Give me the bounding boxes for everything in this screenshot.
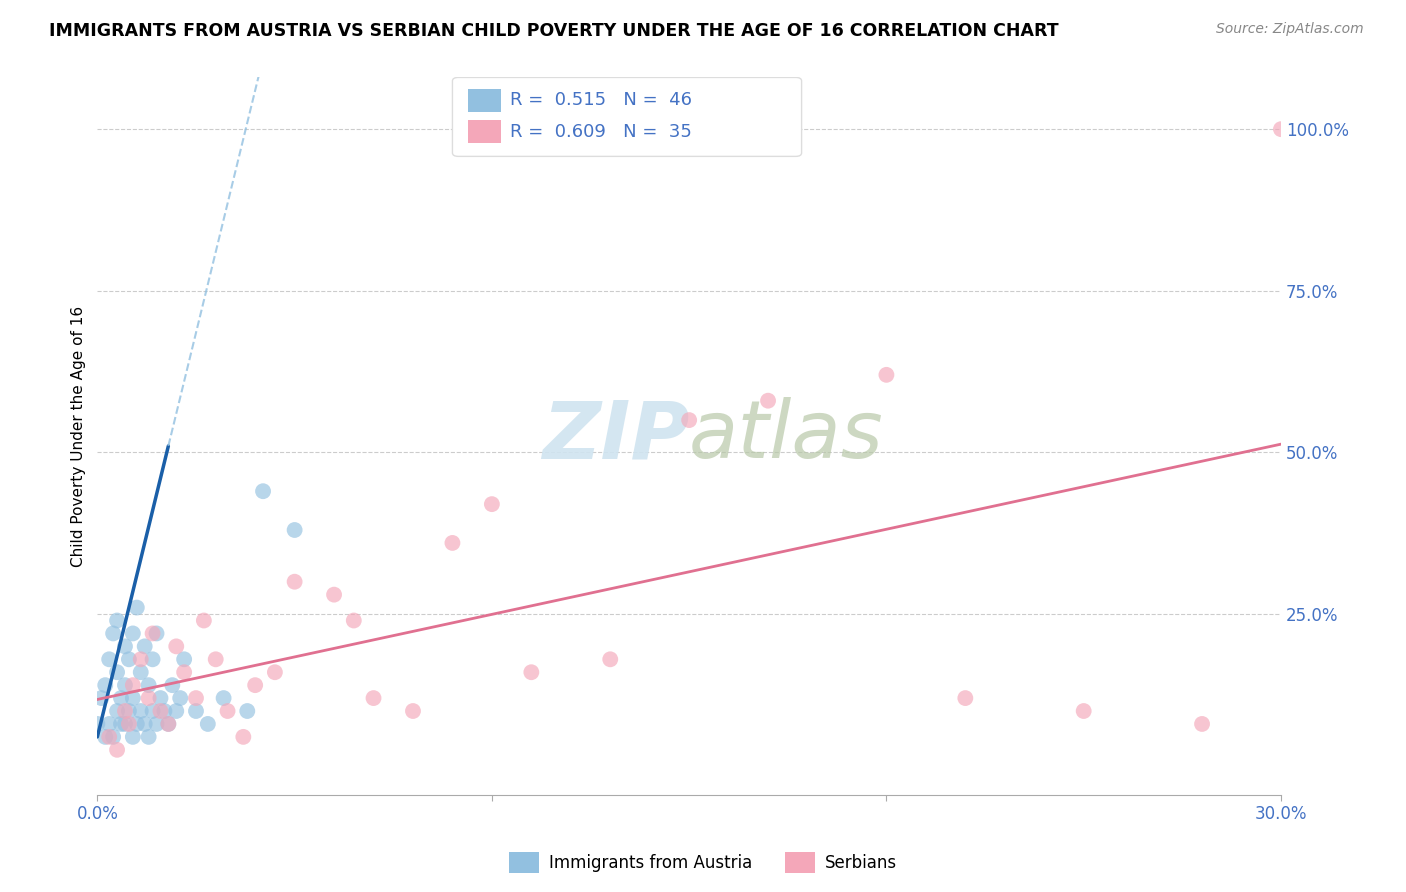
Point (125, 600, 148, 615)
Point (101, 730, 124, 744)
Point (323, 588, 346, 602)
Point (94, 678, 117, 692)
Point (114, 678, 136, 692)
Point (343, 614, 366, 628)
Point (90, 691, 112, 706)
Point (678, 413, 700, 427)
Point (875, 368, 897, 382)
FancyBboxPatch shape (468, 120, 501, 144)
Legend: Immigrants from Austria, Serbians: Immigrants from Austria, Serbians (502, 846, 904, 880)
Point (212, 691, 235, 706)
Point (197, 717, 219, 731)
Point (165, 704, 187, 718)
Point (118, 652, 141, 666)
Point (243, 678, 266, 692)
Point (481, 497, 503, 511)
Point (129, 652, 152, 666)
Point (173, 652, 195, 666)
Point (145, 717, 167, 731)
Point (153, 704, 176, 718)
Point (114, 640, 136, 654)
Point (118, 717, 141, 731)
Point (134, 717, 156, 731)
Point (121, 691, 143, 706)
Text: R =  0.609   N =  35: R = 0.609 N = 35 (510, 123, 692, 141)
Point (125, 717, 148, 731)
FancyBboxPatch shape (453, 78, 801, 156)
Point (105, 704, 128, 718)
Point (121, 730, 143, 744)
Point (599, 652, 621, 666)
Point (284, 523, 307, 537)
Point (184, 691, 207, 706)
Point (162, 678, 184, 692)
Point (169, 691, 191, 706)
Point (217, 704, 239, 718)
Point (105, 743, 128, 757)
Point (252, 484, 274, 499)
Point (129, 704, 152, 718)
Point (184, 704, 207, 718)
Point (142, 652, 165, 666)
Point (441, 536, 464, 550)
Point (157, 717, 180, 731)
Point (1073, 704, 1095, 718)
Point (101, 626, 124, 640)
Text: Source: ZipAtlas.com: Source: ZipAtlas.com (1216, 22, 1364, 37)
Point (264, 665, 287, 680)
Point (138, 730, 160, 744)
Point (121, 626, 143, 640)
Point (1191, 717, 1213, 731)
Point (402, 704, 425, 718)
Point (756, 393, 779, 408)
Point (165, 640, 187, 654)
Point (134, 640, 156, 654)
Text: IMMIGRANTS FROM AUSTRIA VS SERBIAN CHILD POVERTY UNDER THE AGE OF 16 CORRELATION: IMMIGRANTS FROM AUSTRIA VS SERBIAN CHILD… (49, 22, 1059, 40)
Point (118, 704, 141, 718)
Text: ZIP: ZIP (541, 397, 689, 475)
Point (114, 717, 136, 731)
Point (955, 691, 977, 706)
Y-axis label: Child Poverty Under the Age of 16: Child Poverty Under the Age of 16 (72, 306, 86, 566)
Point (173, 665, 195, 680)
Point (110, 717, 132, 731)
Point (114, 704, 136, 718)
Point (149, 691, 172, 706)
Point (142, 626, 165, 640)
Point (1270, 122, 1292, 136)
Point (105, 614, 128, 628)
Point (149, 704, 172, 718)
Point (105, 665, 128, 680)
Point (86, 717, 108, 731)
Point (138, 678, 160, 692)
Point (284, 574, 307, 589)
Point (98, 730, 121, 744)
Point (121, 678, 143, 692)
Point (236, 704, 259, 718)
Point (110, 691, 132, 706)
Point (98, 717, 121, 731)
Point (232, 730, 254, 744)
Point (363, 691, 385, 706)
FancyBboxPatch shape (468, 89, 501, 112)
Point (129, 665, 152, 680)
Point (142, 704, 165, 718)
Point (145, 626, 167, 640)
Point (193, 614, 215, 628)
Text: atlas: atlas (689, 397, 884, 475)
Point (94, 730, 117, 744)
Point (520, 665, 543, 680)
Point (138, 691, 160, 706)
Point (204, 652, 226, 666)
Text: R =  0.515   N =  46: R = 0.515 N = 46 (510, 91, 692, 110)
Point (98, 652, 121, 666)
Point (157, 717, 180, 731)
